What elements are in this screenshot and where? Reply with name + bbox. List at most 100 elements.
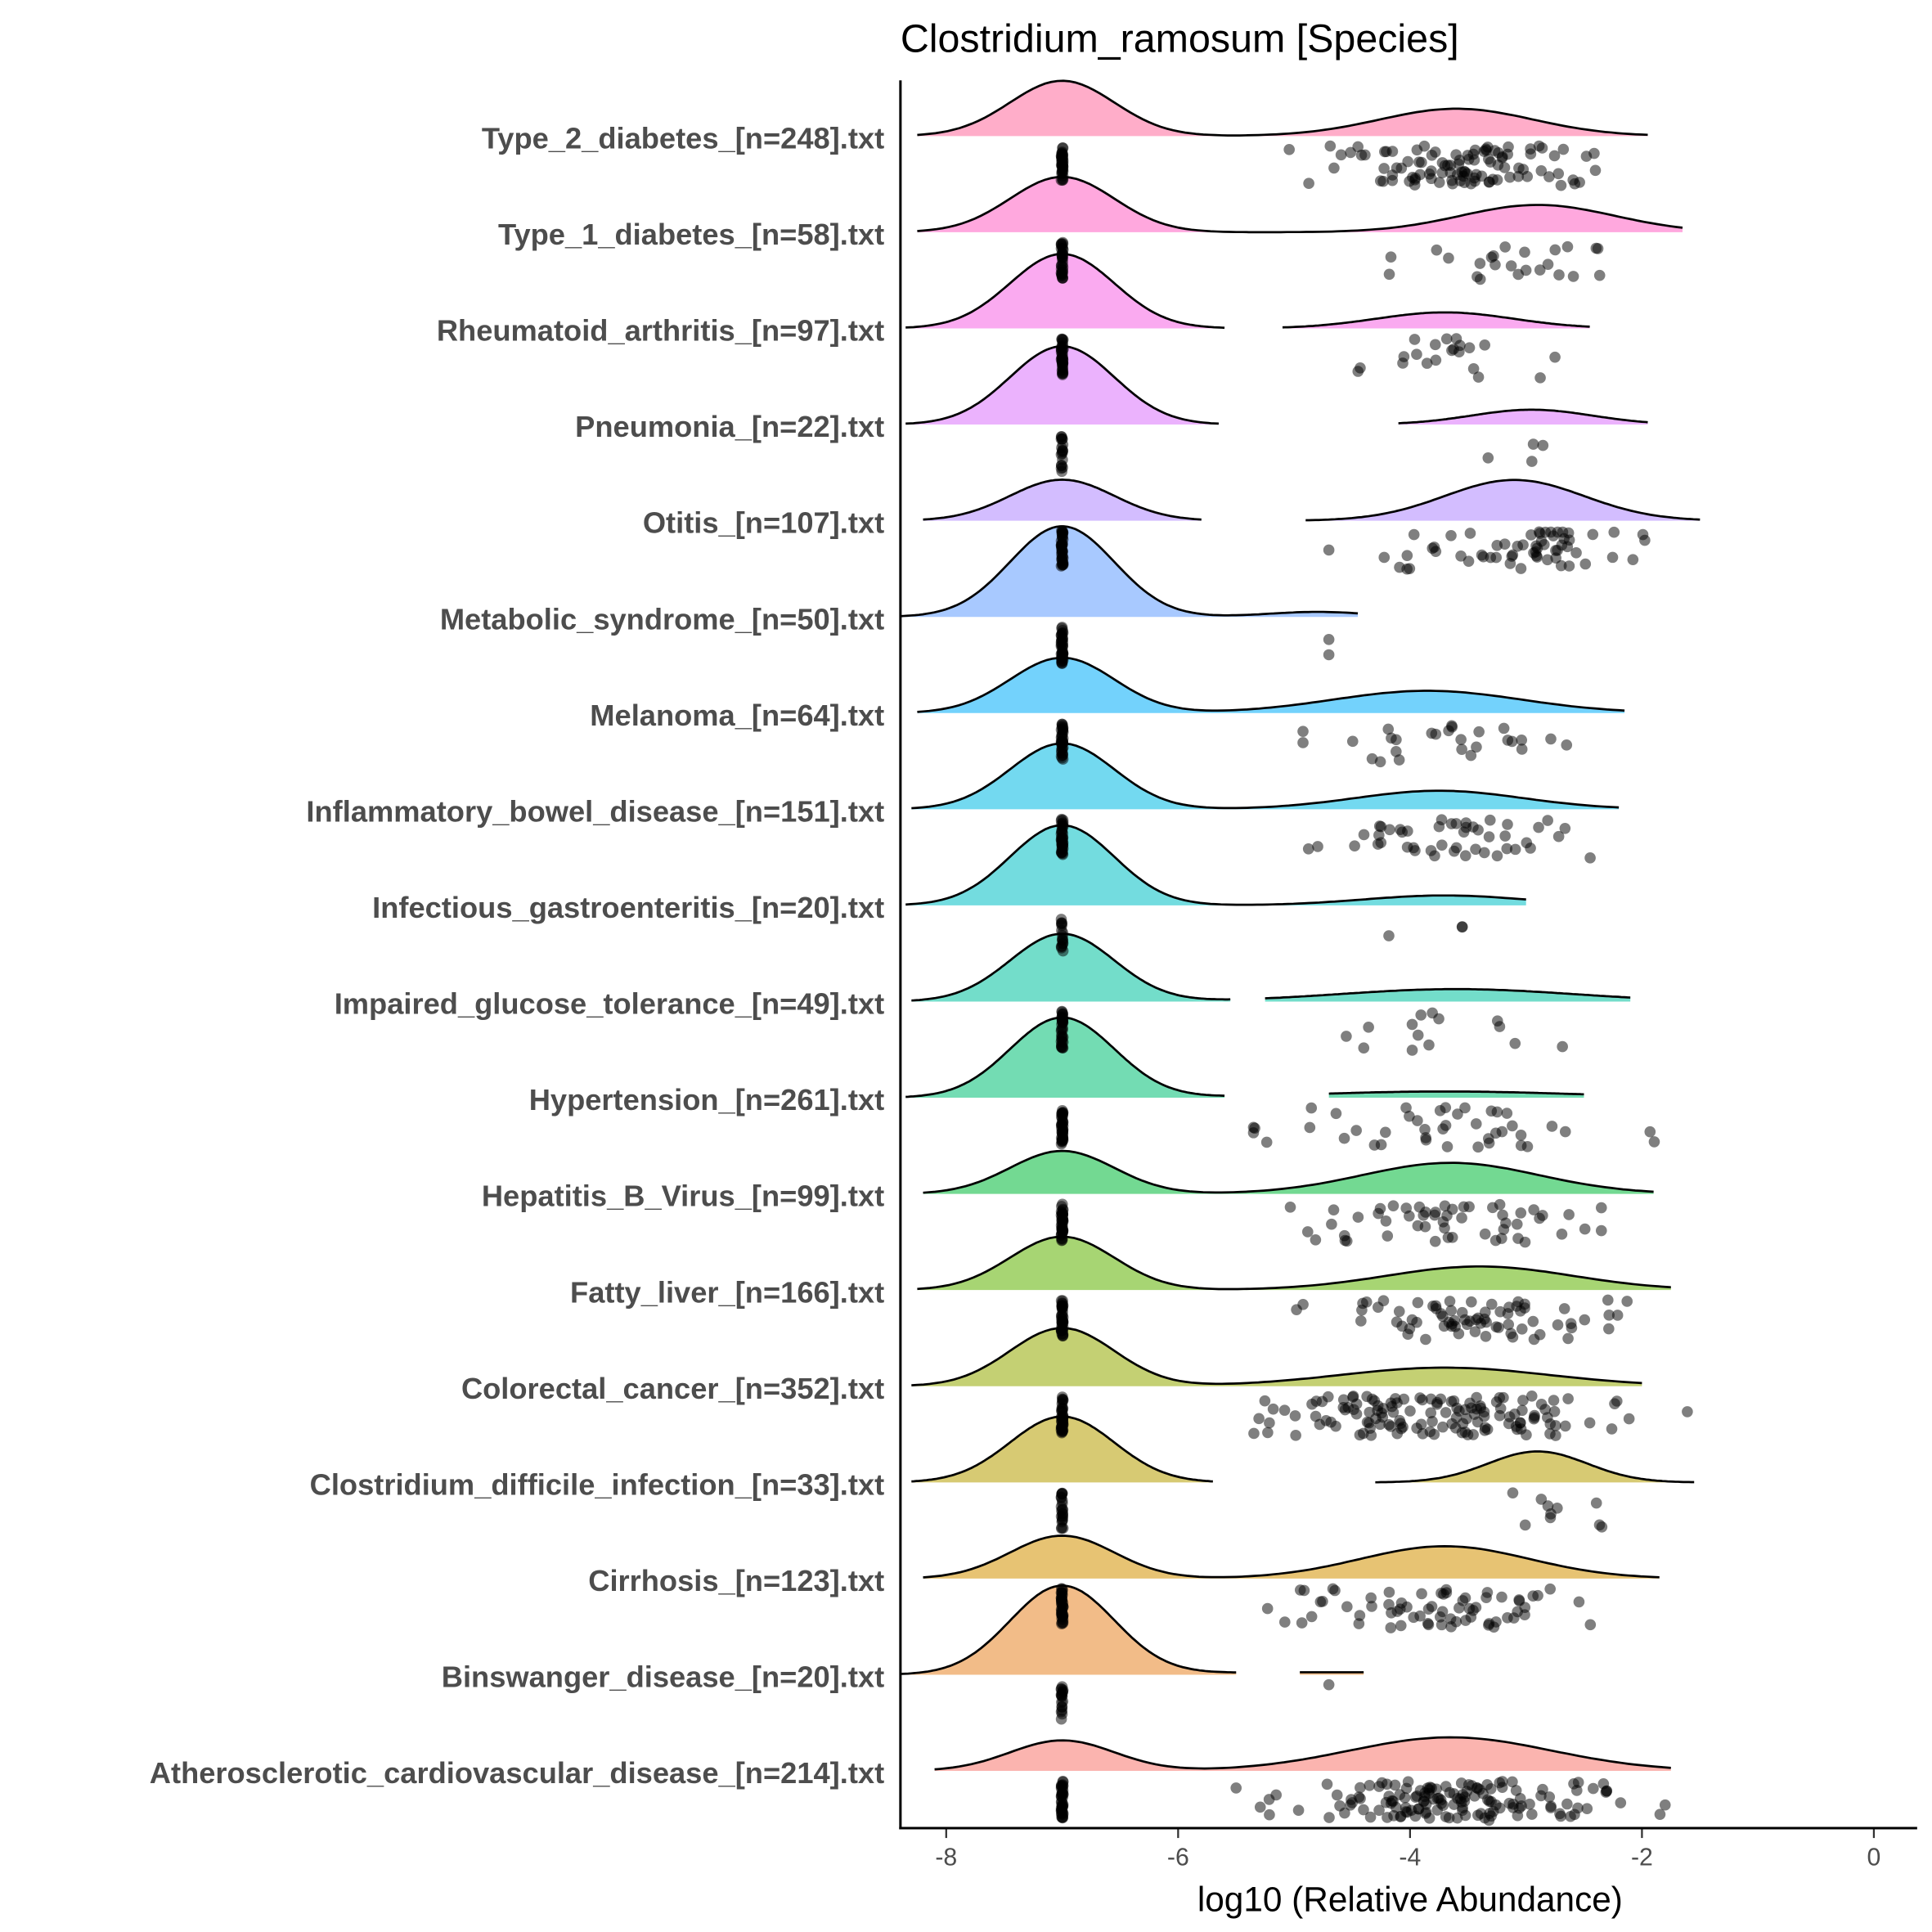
zero-point [1057, 654, 1069, 667]
ridge-fill [1305, 479, 1701, 521]
data-point [1361, 1416, 1373, 1428]
data-point [1447, 177, 1458, 190]
zero-point [1057, 367, 1069, 380]
data-point [1341, 1601, 1353, 1613]
data-point [1445, 530, 1457, 541]
data-point [1488, 250, 1499, 262]
data-point [1350, 1408, 1363, 1420]
data-point [1421, 357, 1433, 369]
data-point [1453, 346, 1465, 358]
data-point [1593, 269, 1606, 281]
data-point [1470, 843, 1481, 856]
data-point [1431, 1398, 1443, 1410]
data-point [1358, 1042, 1370, 1054]
data-point [1479, 339, 1490, 351]
data-point [1557, 1040, 1568, 1053]
ridge-fill [900, 1585, 1237, 1675]
data-point [1428, 541, 1440, 553]
data-point [1498, 538, 1511, 550]
y-tick-label: Type_2_diabetes_[n=248].txt [482, 121, 884, 155]
data-point [1609, 1398, 1620, 1409]
data-point [1494, 1021, 1506, 1032]
data-point [1561, 739, 1573, 751]
ridge-outline [917, 79, 1648, 137]
data-point [1548, 1405, 1561, 1418]
zero-point [1056, 918, 1067, 930]
data-point [1535, 1494, 1548, 1505]
data-point [1434, 1611, 1446, 1623]
data-point [1359, 149, 1371, 161]
data-point [1477, 550, 1489, 563]
data-point [1499, 830, 1511, 842]
data-point [1515, 1139, 1527, 1152]
ridge-14 [911, 1415, 1695, 1484]
data-point [1456, 1427, 1468, 1439]
data-point [1601, 1785, 1613, 1797]
zero-point [1057, 454, 1068, 465]
data-point [1381, 146, 1392, 158]
data-point [1411, 144, 1423, 156]
zero-point [1056, 1223, 1067, 1235]
data-point [1584, 852, 1596, 864]
data-point [1461, 1319, 1473, 1330]
data-point [1385, 1622, 1397, 1633]
data-point [1366, 753, 1378, 765]
data-point [1411, 1422, 1422, 1434]
data-point [1321, 1778, 1333, 1790]
data-point [1498, 1391, 1509, 1404]
zero-point [1057, 945, 1069, 957]
data-point [1606, 1423, 1618, 1435]
data-point [1366, 1601, 1377, 1612]
zero-point [1055, 1583, 1067, 1594]
data-point [1387, 1200, 1400, 1211]
data-point [1608, 526, 1620, 538]
data-point [1473, 726, 1485, 738]
y-tick-label: Cirrhosis_[n=123].txt [588, 1564, 884, 1597]
data-point [1406, 1045, 1418, 1056]
zero-point [1055, 1782, 1067, 1795]
data-point [1330, 1108, 1342, 1120]
data-point [1457, 1595, 1469, 1606]
zero-point [1056, 1423, 1068, 1436]
data-point [1526, 1808, 1538, 1820]
data-point [1446, 1232, 1458, 1243]
zero-point [1057, 1311, 1069, 1323]
data-point [1535, 164, 1548, 177]
data-point [1382, 1812, 1393, 1823]
data-point [1306, 1398, 1318, 1410]
data-point [1507, 1487, 1519, 1498]
data-point [1561, 1798, 1573, 1810]
data-point [1590, 242, 1602, 254]
data-point [1542, 258, 1554, 271]
data-point [1404, 563, 1416, 574]
zero-point [1056, 333, 1068, 345]
zero-point [1056, 1811, 1067, 1823]
data-point [1559, 822, 1571, 834]
data-point [1469, 1326, 1481, 1337]
ridge-fill [911, 1328, 1642, 1386]
data-point [1430, 1206, 1441, 1218]
data-point [1563, 560, 1575, 572]
data-point [1503, 1319, 1515, 1331]
data-point [1470, 1118, 1482, 1130]
data-point [1373, 1804, 1385, 1816]
data-point [1450, 333, 1462, 344]
data-point [1471, 741, 1482, 753]
zero-point [1056, 1796, 1068, 1808]
data-point [1444, 1296, 1456, 1307]
data-point [1323, 649, 1335, 661]
data-point [1372, 1400, 1384, 1412]
data-point [1587, 528, 1599, 541]
data-point [1542, 554, 1553, 566]
data-point [1542, 815, 1553, 826]
data-point [1349, 840, 1360, 852]
data-point [1506, 735, 1518, 748]
data-point [1429, 146, 1441, 158]
data-point [1383, 1419, 1395, 1431]
zero-point [1055, 1593, 1067, 1604]
data-point [1572, 1802, 1584, 1814]
ridge-10 [905, 1016, 1584, 1099]
ridge-outline [900, 525, 1359, 618]
data-point [1544, 1512, 1557, 1524]
data-point [1404, 1110, 1415, 1122]
